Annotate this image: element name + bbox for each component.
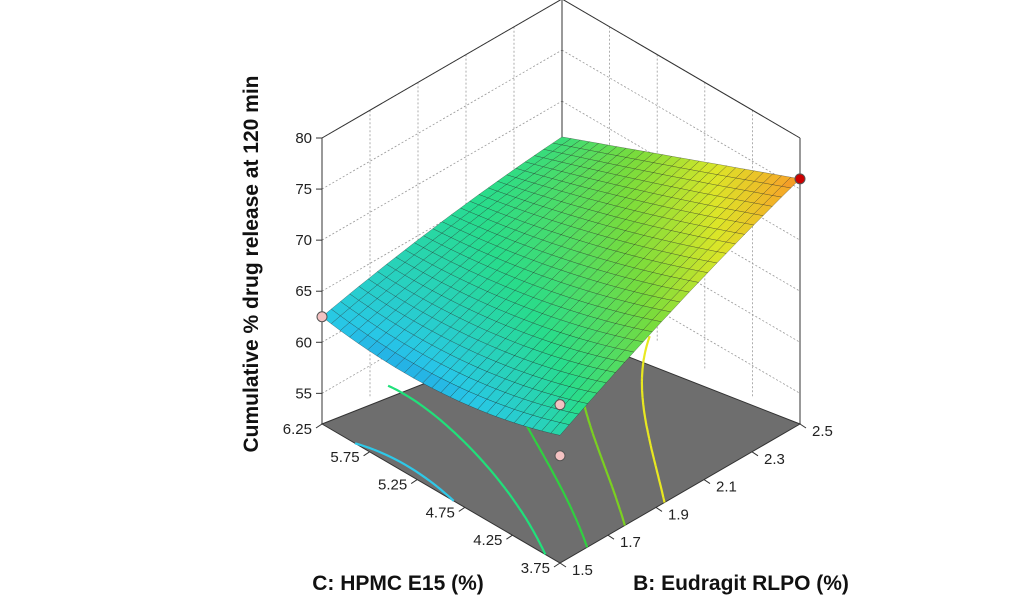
surface-facet [550, 422, 570, 436]
y-tick-label: 1.7 [620, 534, 641, 551]
wall-grid-line [561, 49, 801, 190]
y-tick-label: 2.3 [764, 451, 785, 468]
contour-line [354, 442, 455, 502]
x-tick-label: 5.75 [330, 449, 359, 466]
z-tick-label: 80 [295, 130, 312, 147]
design-point [554, 450, 566, 462]
z-tick-label: 70 [295, 232, 312, 249]
design-point [794, 173, 806, 185]
x-tick-mark [410, 479, 418, 485]
x-tick-mark [506, 534, 513, 540]
z-axis-title: Cumulative % drug release at 120 min [240, 76, 263, 453]
design-points [316, 173, 806, 462]
x-tick-mark [315, 423, 323, 429]
y-tick-mark [607, 534, 615, 540]
z-tick-label: 60 [295, 334, 312, 351]
y-tick-label: 2.5 [812, 423, 833, 440]
design-point [316, 311, 328, 323]
axis-ticks: 55 60 65 70 75 80 3.75 4.25 4.75 5.25 5.75 6.25 1.5 1… [283, 130, 833, 579]
x-tick-label: 4.25 [473, 532, 502, 549]
design-point [554, 399, 566, 411]
response-surface [321, 136, 801, 436]
contour-line [640, 335, 666, 503]
y-tick-mark [751, 451, 759, 457]
z-tick-label: 75 [295, 181, 312, 198]
y-axis-title: B: Eudragit RLPO (%) [633, 572, 849, 595]
x-tick-mark [458, 506, 466, 512]
y-tick-mark [703, 479, 711, 485]
x-tick-mark [363, 451, 370, 457]
wall-edge [321, 0, 562, 139]
y-tick-label: 1.9 [668, 506, 689, 523]
contour-line [387, 384, 547, 555]
x-tick-label: 5.25 [378, 477, 407, 494]
x-tick-mark [553, 562, 561, 568]
wall-edge [562, 0, 801, 139]
y-tick-mark [799, 423, 807, 429]
z-tick-label: 65 [295, 283, 312, 300]
x-tick-label: 3.75 [521, 560, 550, 577]
x-axis-title: C: HPMC E15 (%) [312, 572, 484, 595]
y-tick-mark [559, 562, 567, 568]
x-tick-label: 4.75 [426, 504, 455, 521]
y-tick-label: 2.1 [716, 479, 737, 496]
y-tick-mark [655, 506, 663, 512]
x-tick-label: 6.25 [283, 421, 312, 438]
z-tick-label: 55 [295, 385, 312, 402]
y-tick-label: 1.5 [572, 562, 593, 579]
